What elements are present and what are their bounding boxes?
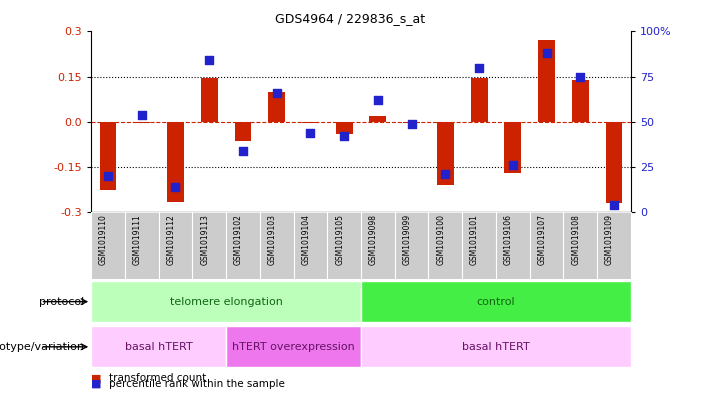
Point [440, 171, 451, 177]
Text: transformed count: transformed count [109, 373, 206, 383]
Text: GSM1019109: GSM1019109 [605, 214, 614, 265]
Bar [403, 122, 420, 123]
Bar [572, 80, 589, 122]
Text: GDS4964 / 229836_s_at: GDS4964 / 229836_s_at [275, 12, 426, 25]
Text: GSM1019103: GSM1019103 [268, 214, 277, 265]
Text: GSM1019111: GSM1019111 [132, 214, 142, 265]
Text: GSM1019110: GSM1019110 [99, 214, 108, 265]
Bar [369, 116, 386, 122]
Text: GSM1019102: GSM1019102 [234, 214, 243, 265]
Text: percentile rank within the sample: percentile rank within the sample [109, 379, 285, 389]
Text: GSM1019106: GSM1019106 [504, 214, 513, 265]
Bar [235, 122, 252, 141]
Point [170, 184, 181, 190]
Text: GSM1019099: GSM1019099 [402, 214, 411, 265]
Text: GSM1019108: GSM1019108 [571, 214, 580, 265]
Bar [606, 122, 622, 203]
Point [203, 57, 215, 64]
Bar [302, 122, 319, 123]
Text: GSM1019104: GSM1019104 [301, 214, 311, 265]
Point [508, 162, 519, 168]
Text: protocol: protocol [39, 297, 84, 307]
Text: genotype/variation: genotype/variation [0, 342, 84, 352]
Bar [133, 122, 150, 123]
Point [406, 121, 417, 127]
Text: telomere elongation: telomere elongation [170, 297, 283, 307]
Point [136, 112, 147, 118]
Point [372, 97, 383, 103]
Point [541, 50, 552, 56]
Bar [470, 78, 487, 122]
Bar [505, 122, 522, 173]
Point [102, 173, 114, 179]
Bar [91, 281, 361, 322]
Text: basal hTERT: basal hTERT [125, 342, 193, 352]
Point [608, 202, 620, 208]
Bar [200, 78, 217, 122]
Bar [336, 122, 353, 134]
Bar [437, 122, 454, 185]
Point [238, 148, 249, 154]
Text: GSM1019100: GSM1019100 [436, 214, 445, 265]
Text: basal hTERT: basal hTERT [462, 342, 530, 352]
Bar [268, 92, 285, 122]
Point [575, 73, 586, 80]
Bar [361, 327, 631, 367]
Bar [361, 281, 631, 322]
Bar [167, 122, 184, 202]
Text: GSM1019101: GSM1019101 [470, 214, 479, 265]
Text: control: control [477, 297, 515, 307]
Text: GSM1019113: GSM1019113 [200, 214, 209, 265]
Bar [100, 122, 116, 189]
Point [339, 133, 350, 140]
Text: GSM1019105: GSM1019105 [335, 214, 344, 265]
Text: GSM1019107: GSM1019107 [538, 214, 547, 265]
Text: GSM1019098: GSM1019098 [369, 214, 378, 265]
Bar [91, 327, 226, 367]
Text: ■: ■ [91, 373, 102, 383]
Point [473, 64, 484, 71]
Text: hTERT overexpression: hTERT overexpression [232, 342, 355, 352]
Bar [538, 40, 555, 122]
Text: GSM1019112: GSM1019112 [166, 214, 175, 265]
Bar [226, 327, 361, 367]
Point [271, 90, 283, 96]
Point [305, 130, 316, 136]
Text: ■: ■ [91, 379, 102, 389]
